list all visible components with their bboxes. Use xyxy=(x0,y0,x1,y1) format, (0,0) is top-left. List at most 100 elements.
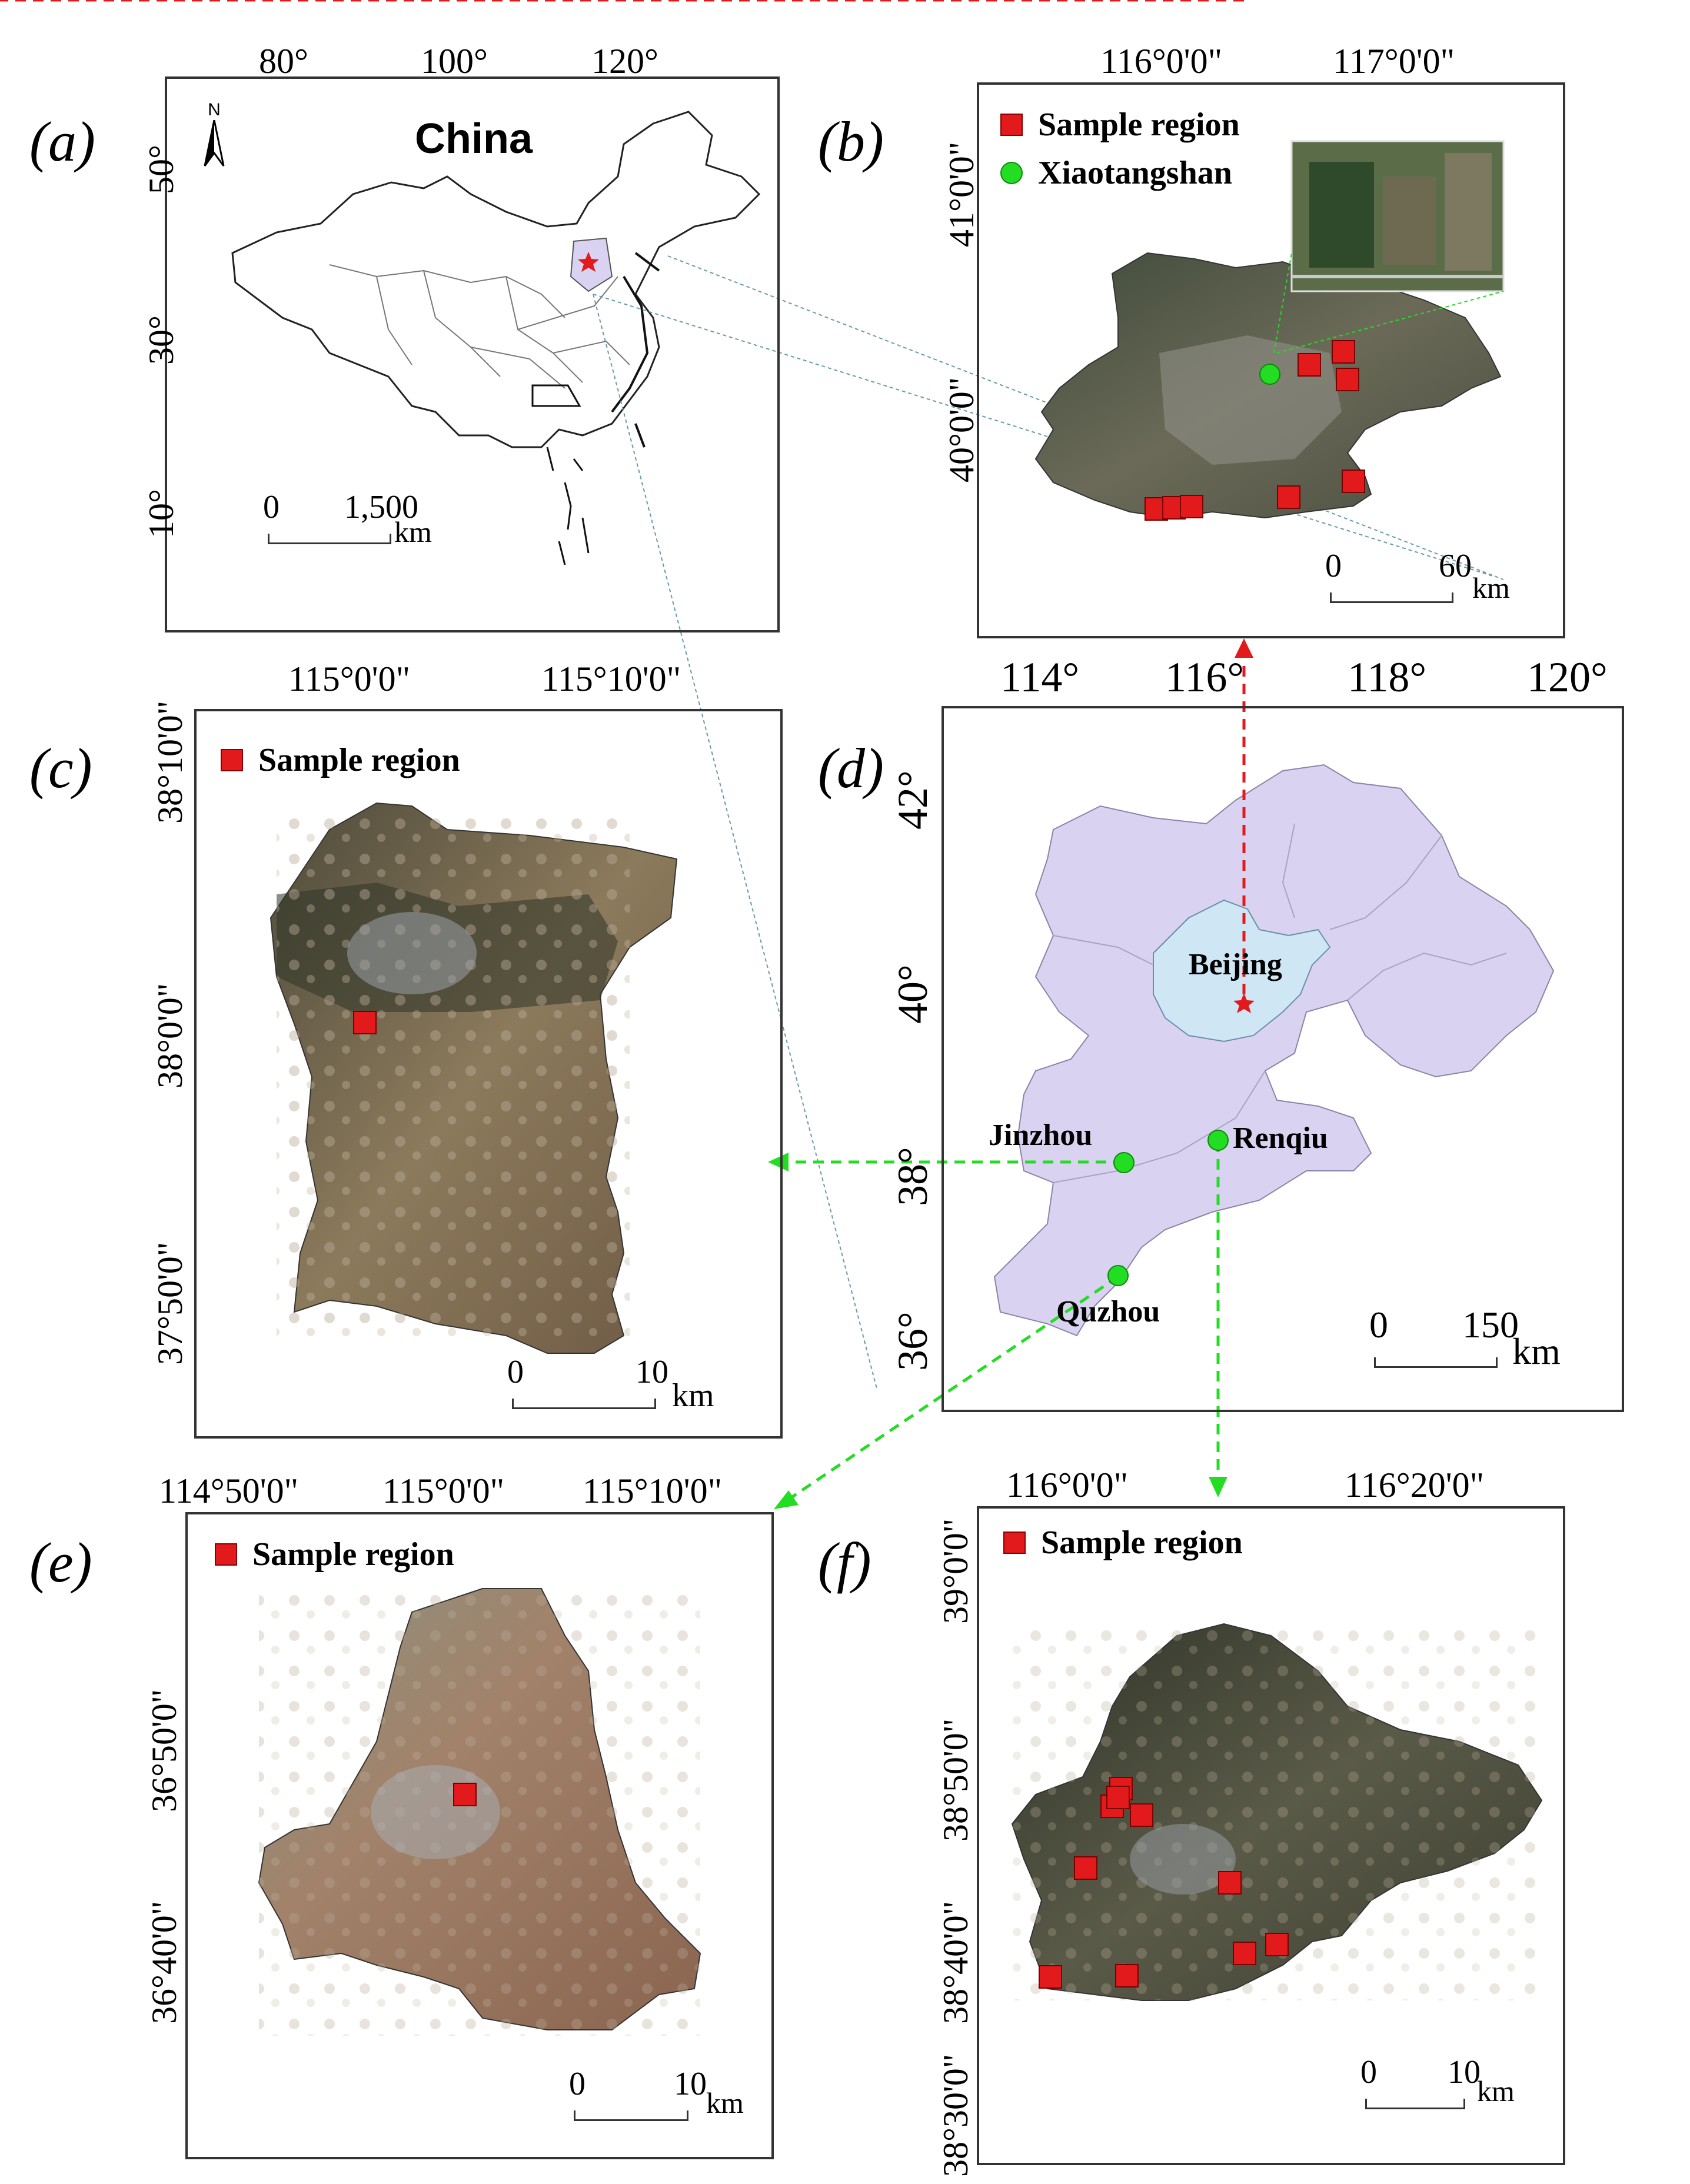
jinzhou-marker xyxy=(1113,1152,1135,1173)
y-tick: 50° xyxy=(142,145,181,194)
y-tick: 38°30'0" xyxy=(936,2053,975,2177)
x-tick: 116°20'0" xyxy=(1345,1466,1485,1504)
sample-region-marker xyxy=(1233,1942,1256,1965)
sample-region-marker xyxy=(1130,1803,1153,1827)
scale-bar: 0 150 km xyxy=(1369,1304,1561,1372)
y-tick: 37°50'0" xyxy=(151,1241,189,1365)
panel-c-frame xyxy=(194,709,783,1439)
sample-region-marker xyxy=(1115,1964,1139,1987)
y-tick: 39°0'0" xyxy=(936,1518,975,1624)
leader-line xyxy=(593,294,1495,577)
x-tick: 116°0'0" xyxy=(1100,42,1223,81)
panel-d-frame xyxy=(942,706,1624,1412)
y-tick: 36° xyxy=(889,1311,936,1371)
quzhou-satellite-map xyxy=(258,1588,701,2036)
panel-f-frame xyxy=(977,1506,1565,2165)
x-tick: 115°10'0" xyxy=(583,1471,723,1510)
beijing-satellite-map xyxy=(1034,140,1505,519)
panel-label-e: (e) xyxy=(29,1531,92,1594)
site-symbol xyxy=(1000,162,1023,184)
map-title: China xyxy=(415,115,533,162)
sample-region-marker xyxy=(353,1011,377,1034)
y-tick: 38°50'0" xyxy=(936,1718,975,1842)
sample-region-symbol xyxy=(221,749,243,771)
sample-region-marker xyxy=(1298,353,1321,377)
y-tick: 36°40'0" xyxy=(145,1900,184,2024)
scale-bar: 0 10 km xyxy=(569,2065,744,2121)
hebei-map xyxy=(993,764,1555,1337)
place-label-renqiu: Renqiu xyxy=(1233,1121,1328,1155)
green-arrow-head xyxy=(1209,1477,1227,1497)
panel-label-a: (a) xyxy=(29,110,95,173)
sample-region-symbol xyxy=(1000,114,1023,136)
scale-bar: 0 10 km xyxy=(507,1354,714,1414)
y-tick: 38° xyxy=(889,1147,936,1206)
legend-item: Sample region xyxy=(1000,106,1240,144)
x-tick: 117°0'0" xyxy=(1333,42,1455,81)
sample-region-symbol xyxy=(215,1543,237,1566)
xiaotangshan-marker xyxy=(1259,364,1280,385)
star-icon xyxy=(1233,993,1255,1013)
sample-region-marker xyxy=(1180,495,1203,518)
green-arrow-head xyxy=(774,1490,799,1509)
legend-item: Sample region xyxy=(215,1536,454,1573)
place-label-beijing: Beijing xyxy=(1189,948,1282,981)
sample-region-marker xyxy=(1277,485,1300,509)
panel-label-f: (f) xyxy=(818,1531,871,1594)
x-tick: 80° xyxy=(259,42,308,81)
sample-region-marker xyxy=(1336,368,1359,391)
green-arrow-to-e xyxy=(790,1275,1119,1499)
panel-label-b: (b) xyxy=(818,110,884,173)
scale-bar: 0 60 km xyxy=(1325,548,1510,604)
x-tick: 115°0'0" xyxy=(288,660,411,698)
sample-region-marker xyxy=(1332,340,1355,364)
sample-region-marker xyxy=(1342,470,1365,493)
y-tick: 10° xyxy=(142,489,181,538)
sample-region-symbol xyxy=(1003,1532,1026,1554)
x-tick: 116° xyxy=(1165,654,1245,701)
x-tick: 114° xyxy=(1000,654,1080,701)
panel-a-frame xyxy=(165,76,780,632)
china-map xyxy=(231,111,761,565)
y-tick: 42° xyxy=(889,770,936,830)
x-tick: 116°0'0" xyxy=(1006,1466,1129,1504)
x-tick: 115°10'0" xyxy=(541,660,681,698)
x-tick: 100° xyxy=(421,42,488,81)
green-arrow-head xyxy=(768,1153,789,1171)
quzhou-marker xyxy=(1107,1265,1129,1286)
scale-bar: 0 10 km xyxy=(1360,2053,1515,2109)
place-label-quzhou: Quzhou xyxy=(1056,1295,1160,1329)
sample-region-marker xyxy=(1218,1871,1242,1895)
panel-e-frame xyxy=(185,1512,774,2159)
y-tick: 40° xyxy=(889,964,936,1024)
scale-bar: 0 1,500 km xyxy=(263,489,432,548)
star-icon xyxy=(578,252,599,272)
sample-region-marker xyxy=(1265,1933,1289,1956)
panel-label-d: (d) xyxy=(818,737,884,800)
red-arrow-head xyxy=(1235,638,1253,658)
y-tick: 36°50'0" xyxy=(145,1689,184,1812)
y-tick: 38°0'0" xyxy=(151,983,189,1088)
sample-region-marker xyxy=(453,1783,477,1806)
beijing-region xyxy=(1153,899,1331,1043)
y-tick: 40°0'0" xyxy=(942,377,981,482)
sample-region-marker xyxy=(1106,1786,1130,1809)
leader-line xyxy=(593,294,877,1389)
legend-item: Sample region xyxy=(221,741,460,779)
y-tick: 38°10'0" xyxy=(151,700,189,824)
legend-item: Sample region xyxy=(1003,1524,1243,1562)
sample-region-marker xyxy=(1074,1856,1097,1880)
panel-b-frame xyxy=(977,82,1565,638)
y-tick: 30° xyxy=(142,315,181,365)
x-tick: 118° xyxy=(1348,654,1427,701)
sample-region-marker xyxy=(1039,1965,1062,1989)
x-tick: 115°0'0" xyxy=(382,1471,505,1510)
legend-item: Xiaotangshan xyxy=(1000,154,1232,192)
x-tick: 120° xyxy=(591,42,658,81)
panel-label-c: (c) xyxy=(29,737,92,800)
x-tick: 114°50'0" xyxy=(159,1471,299,1510)
north-arrow-icon: N xyxy=(202,100,226,170)
y-tick: 41°0'0" xyxy=(942,141,981,247)
place-label-jinzhou: Jinzhou xyxy=(989,1118,1093,1152)
y-tick: 38°40'0" xyxy=(936,1900,975,2024)
